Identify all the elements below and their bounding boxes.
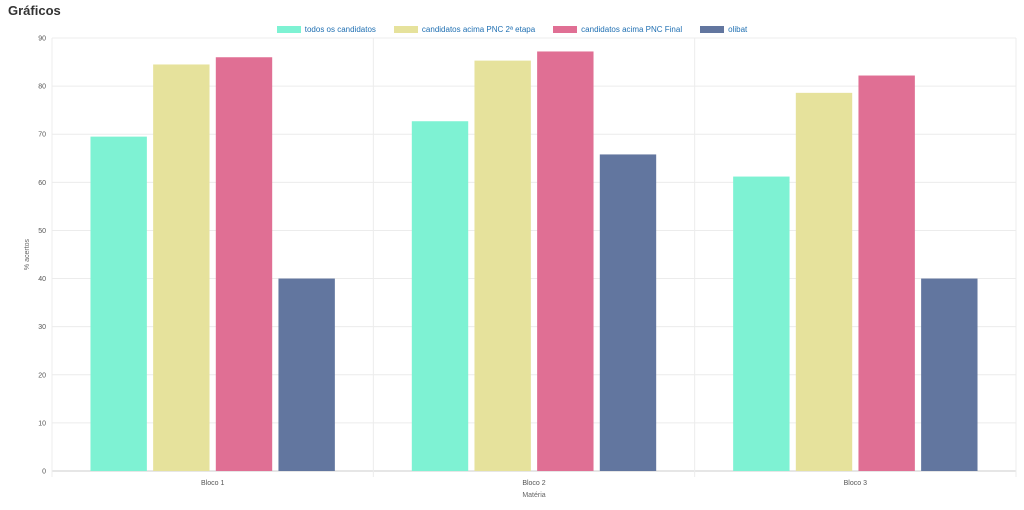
x-tick-label: Bloco 2 <box>522 480 545 487</box>
y-tick-label: 40 <box>38 276 46 283</box>
bar-1-bloco-2 <box>411 121 469 471</box>
legend-label: candidatos acima PNC 2ª etapa <box>421 24 536 34</box>
legend-swatch <box>553 25 578 33</box>
bar-2-bloco-1 <box>153 64 210 471</box>
y-tick-label: 20 <box>38 372 46 379</box>
y-tick-label: 30 <box>38 324 46 331</box>
bar-2-bloco-2 <box>474 60 531 472</box>
y-tick-label: 70 <box>38 132 46 139</box>
bar-4-bloco-2 <box>599 154 657 471</box>
bar-1-bloco-1 <box>90 136 147 471</box>
bar-2-bloco-3 <box>795 92 853 471</box>
page-title: Gráficos <box>8 3 61 18</box>
y-tick-label: 60 <box>38 180 46 187</box>
legend-label: todos os candidatos <box>304 24 376 34</box>
y-tick-label: 80 <box>38 84 46 91</box>
legend-item-3[interactable]: candidatos acima PNC Final <box>553 22 682 36</box>
x-tick-label: Bloco 3 <box>844 480 867 487</box>
y-axis-title: % acertos <box>24 238 31 270</box>
y-tick-label: 50 <box>38 228 46 235</box>
bar-3-bloco-3 <box>858 75 915 471</box>
bar-1-bloco-3 <box>733 176 790 471</box>
bar-3-bloco-1 <box>215 57 273 471</box>
bar-4-bloco-3 <box>921 278 978 471</box>
y-tick-label: 90 <box>38 36 46 43</box>
bar-4-bloco-1 <box>278 278 335 471</box>
x-axis-title: Matéria <box>522 492 545 499</box>
legend-swatch <box>276 25 301 33</box>
legend-swatch <box>393 25 418 33</box>
legend-label: candidatos acima PNC Final <box>581 24 683 34</box>
y-tick-label: 10 <box>38 420 46 427</box>
y-tick-label: 0 <box>42 469 46 476</box>
legend-swatch <box>700 25 725 33</box>
legend-item-2[interactable]: candidatos acima PNC 2ª etapa <box>393 22 536 36</box>
legend-label: olibat <box>728 24 748 34</box>
x-tick-label: Bloco 1 <box>201 480 224 487</box>
chart-legend: todos os candidatos candidatos acima PNC … <box>0 22 1024 36</box>
legend-item-1[interactable]: todos os candidatos <box>276 22 376 36</box>
bar-3-bloco-2 <box>537 51 594 472</box>
legend-item-4[interactable]: olibat <box>700 22 747 36</box>
